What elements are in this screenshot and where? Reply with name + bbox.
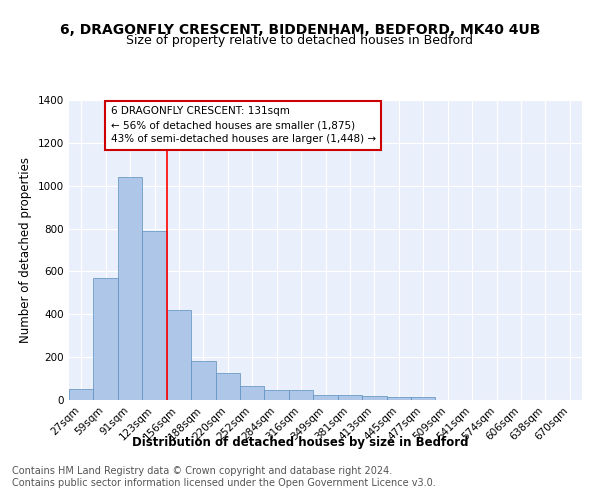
Bar bbox=[289, 390, 313, 400]
Bar bbox=[362, 396, 386, 400]
Bar bbox=[240, 386, 265, 400]
Bar bbox=[338, 394, 362, 400]
Bar bbox=[94, 278, 118, 400]
Bar bbox=[191, 362, 215, 400]
Bar bbox=[411, 398, 436, 400]
Bar bbox=[215, 373, 240, 400]
Text: Contains public sector information licensed under the Open Government Licence v3: Contains public sector information licen… bbox=[12, 478, 436, 488]
Bar bbox=[69, 390, 94, 400]
Text: Contains HM Land Registry data © Crown copyright and database right 2024.: Contains HM Land Registry data © Crown c… bbox=[12, 466, 392, 476]
Text: Size of property relative to detached houses in Bedford: Size of property relative to detached ho… bbox=[127, 34, 473, 47]
Y-axis label: Number of detached properties: Number of detached properties bbox=[19, 157, 32, 343]
Bar bbox=[118, 177, 142, 400]
Text: 6, DRAGONFLY CRESCENT, BIDDENHAM, BEDFORD, MK40 4UB: 6, DRAGONFLY CRESCENT, BIDDENHAM, BEDFOR… bbox=[60, 22, 540, 36]
Bar bbox=[265, 390, 289, 400]
Bar bbox=[167, 310, 191, 400]
Text: Distribution of detached houses by size in Bedford: Distribution of detached houses by size … bbox=[132, 436, 468, 449]
Bar bbox=[386, 398, 411, 400]
Text: 6 DRAGONFLY CRESCENT: 131sqm
← 56% of detached houses are smaller (1,875)
43% of: 6 DRAGONFLY CRESCENT: 131sqm ← 56% of de… bbox=[110, 106, 376, 144]
Bar bbox=[142, 230, 167, 400]
Bar bbox=[313, 394, 338, 400]
